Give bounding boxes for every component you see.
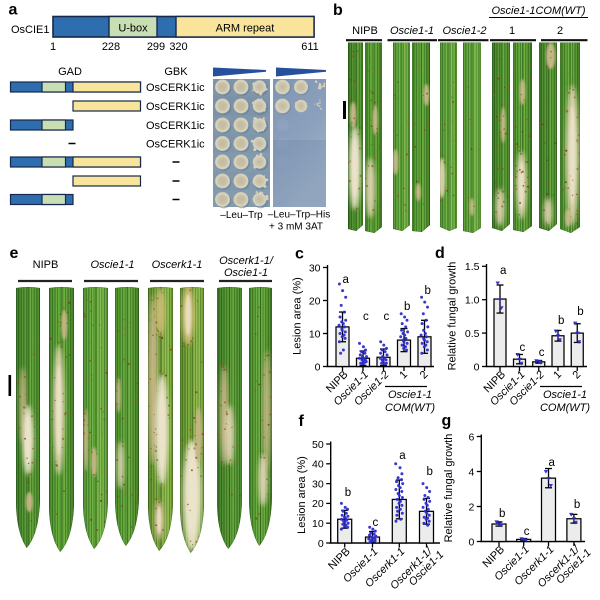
svg-text:Oscie1-1: Oscie1-1 <box>388 389 432 401</box>
svg-text:1.0: 1.0 <box>465 295 480 307</box>
svg-text:b: b <box>499 508 505 520</box>
svg-text:b: b <box>427 466 433 478</box>
svg-text:0: 0 <box>474 361 480 373</box>
svg-text:1: 1 <box>509 25 515 37</box>
svg-text:30: 30 <box>309 262 321 274</box>
svg-text:6: 6 <box>468 431 474 443</box>
svg-text:228: 228 <box>102 41 120 53</box>
svg-text:OsCIE1: OsCIE1 <box>11 24 50 36</box>
svg-text:c: c <box>384 311 390 323</box>
svg-text:b: b <box>404 301 410 313</box>
svg-text:b: b <box>558 315 564 327</box>
svg-text:0: 0 <box>315 361 321 373</box>
svg-text:NIPB: NIPB <box>352 25 378 37</box>
svg-text:a: a <box>343 274 350 286</box>
svg-text:OsCERK1ic: OsCERK1ic <box>146 120 205 132</box>
svg-text:10: 10 <box>312 518 324 530</box>
svg-text:–Leu–Trp: –Leu–Trp <box>220 210 263 221</box>
svg-text:U-box: U-box <box>118 23 148 35</box>
svg-text:Lesion area (%): Lesion area (%) <box>296 456 308 534</box>
svg-text:OsCERK1ic: OsCERK1ic <box>146 101 205 113</box>
svg-text:c: c <box>295 246 304 263</box>
svg-text:c: c <box>539 347 545 359</box>
svg-text:b: b <box>333 2 343 19</box>
svg-text:+ 3 mM 3AT: + 3 mM 3AT <box>269 222 323 233</box>
svg-text:NIPB: NIPB <box>33 259 59 271</box>
svg-text:Oscie1-1COM(WT): Oscie1-1COM(WT) <box>491 5 585 17</box>
svg-text:a: a <box>549 457 556 469</box>
svg-text:e: e <box>10 245 19 262</box>
svg-text:Oscie1-1: Oscie1-1 <box>390 25 434 37</box>
svg-text:c: c <box>363 311 369 323</box>
svg-text:20: 20 <box>309 295 321 307</box>
svg-text:299: 299 <box>147 41 165 53</box>
svg-text:10: 10 <box>309 328 321 340</box>
svg-text:c: c <box>520 342 526 354</box>
svg-text:20: 20 <box>312 498 324 510</box>
svg-text:c: c <box>524 526 530 538</box>
svg-text:c: c <box>373 517 379 529</box>
svg-text:a: a <box>399 450 406 462</box>
svg-text:OsCERK1ic: OsCERK1ic <box>146 82 205 94</box>
svg-text:1.5: 1.5 <box>465 261 480 273</box>
svg-text:Oscie1-1: Oscie1-1 <box>543 389 587 401</box>
svg-text:COM(WT): COM(WT) <box>385 402 435 414</box>
svg-text:Oscie1-2: Oscie1-2 <box>442 25 486 37</box>
svg-text:b: b <box>345 487 351 499</box>
svg-text:40: 40 <box>312 459 324 471</box>
svg-text:g: g <box>442 413 452 430</box>
svg-text:OsCERK1ic: OsCERK1ic <box>146 139 205 151</box>
svg-text:Relative fungal growth: Relative fungal growth <box>443 434 455 543</box>
svg-text:Oscie1-1: Oscie1-1 <box>90 259 134 271</box>
svg-text:0.5: 0.5 <box>465 328 480 340</box>
svg-text:30: 30 <box>312 478 324 490</box>
svg-text:Oscie1-1: Oscie1-1 <box>224 267 268 279</box>
svg-text:GAD: GAD <box>58 66 82 78</box>
svg-text:0: 0 <box>468 536 474 548</box>
svg-text:Relative fungal growth: Relative fungal growth <box>447 262 459 371</box>
svg-text:ARM repeat: ARM repeat <box>216 23 275 35</box>
svg-text:Oscerk1-1/: Oscerk1-1/ <box>219 255 274 267</box>
svg-text:2: 2 <box>557 25 563 37</box>
svg-text:COM(WT): COM(WT) <box>540 402 590 414</box>
svg-text:b: b <box>425 285 431 297</box>
svg-text:Lesion area (%): Lesion area (%) <box>292 277 304 355</box>
svg-text:–Leu–Trp–His: –Leu–Trp–His <box>268 210 330 221</box>
svg-text:50: 50 <box>312 439 324 451</box>
svg-text:f: f <box>299 413 305 430</box>
svg-text:611: 611 <box>301 41 319 53</box>
svg-text:Oscerk1-1: Oscerk1-1 <box>152 259 203 271</box>
svg-text:a: a <box>9 2 18 19</box>
svg-text:4: 4 <box>468 466 474 478</box>
svg-text:0: 0 <box>318 538 324 550</box>
svg-text:a: a <box>500 265 507 277</box>
svg-text:b: b <box>574 499 580 511</box>
svg-text:320: 320 <box>169 41 187 53</box>
svg-text:d: d <box>435 245 445 262</box>
svg-text:1: 1 <box>50 41 56 53</box>
svg-text:GBK: GBK <box>164 66 188 78</box>
svg-text:2: 2 <box>468 501 474 513</box>
svg-text:b: b <box>577 306 583 318</box>
